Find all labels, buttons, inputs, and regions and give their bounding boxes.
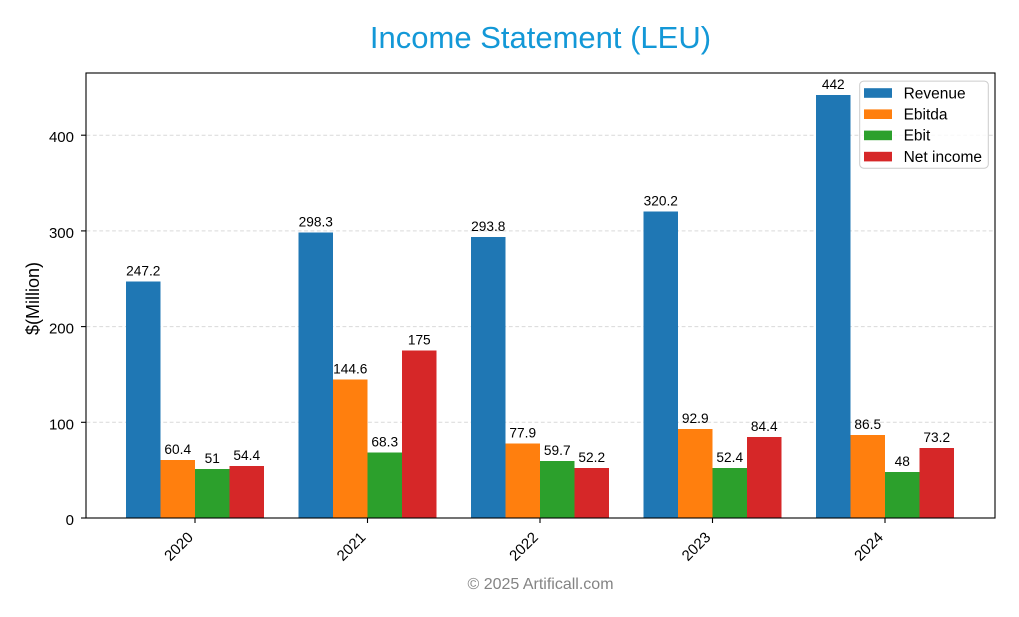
svg-text:52.2: 52.2 (578, 450, 605, 465)
svg-text:54.4: 54.4 (233, 448, 260, 463)
svg-text:84.4: 84.4 (751, 419, 778, 434)
svg-text:86.5: 86.5 (854, 417, 881, 432)
svg-text:400: 400 (49, 129, 74, 146)
svg-text:© 2025 Artificall.com: © 2025 Artificall.com (467, 576, 613, 593)
svg-text:48: 48 (895, 454, 911, 469)
svg-text:320.2: 320.2 (644, 194, 678, 209)
svg-text:Net income: Net income (904, 149, 982, 166)
svg-text:60.4: 60.4 (164, 442, 191, 457)
svg-text:Income Statement (LEU): Income Statement (LEU) (370, 20, 711, 55)
svg-text:100: 100 (49, 416, 74, 433)
svg-text:Revenue: Revenue (904, 85, 966, 102)
svg-text:Ebit: Ebit (904, 128, 931, 145)
svg-text:52.4: 52.4 (716, 450, 743, 465)
svg-text:68.3: 68.3 (371, 435, 398, 450)
svg-text:Ebitda: Ebitda (904, 107, 948, 124)
svg-text:298.3: 298.3 (299, 215, 334, 230)
svg-text:144.6: 144.6 (333, 362, 368, 377)
svg-text:247.2: 247.2 (126, 263, 160, 278)
svg-text:51: 51 (205, 451, 220, 466)
svg-text:293.8: 293.8 (471, 219, 506, 234)
svg-text:59.7: 59.7 (544, 443, 571, 458)
svg-text:200: 200 (49, 321, 74, 338)
svg-text:300: 300 (49, 225, 74, 242)
svg-text:$(Million): $(Million) (23, 262, 43, 335)
svg-text:92.9: 92.9 (682, 411, 709, 426)
svg-text:442: 442 (822, 77, 845, 92)
svg-text:73.2: 73.2 (923, 430, 950, 445)
svg-text:175: 175 (408, 333, 431, 348)
svg-text:0: 0 (66, 512, 74, 529)
svg-text:77.9: 77.9 (509, 425, 536, 440)
